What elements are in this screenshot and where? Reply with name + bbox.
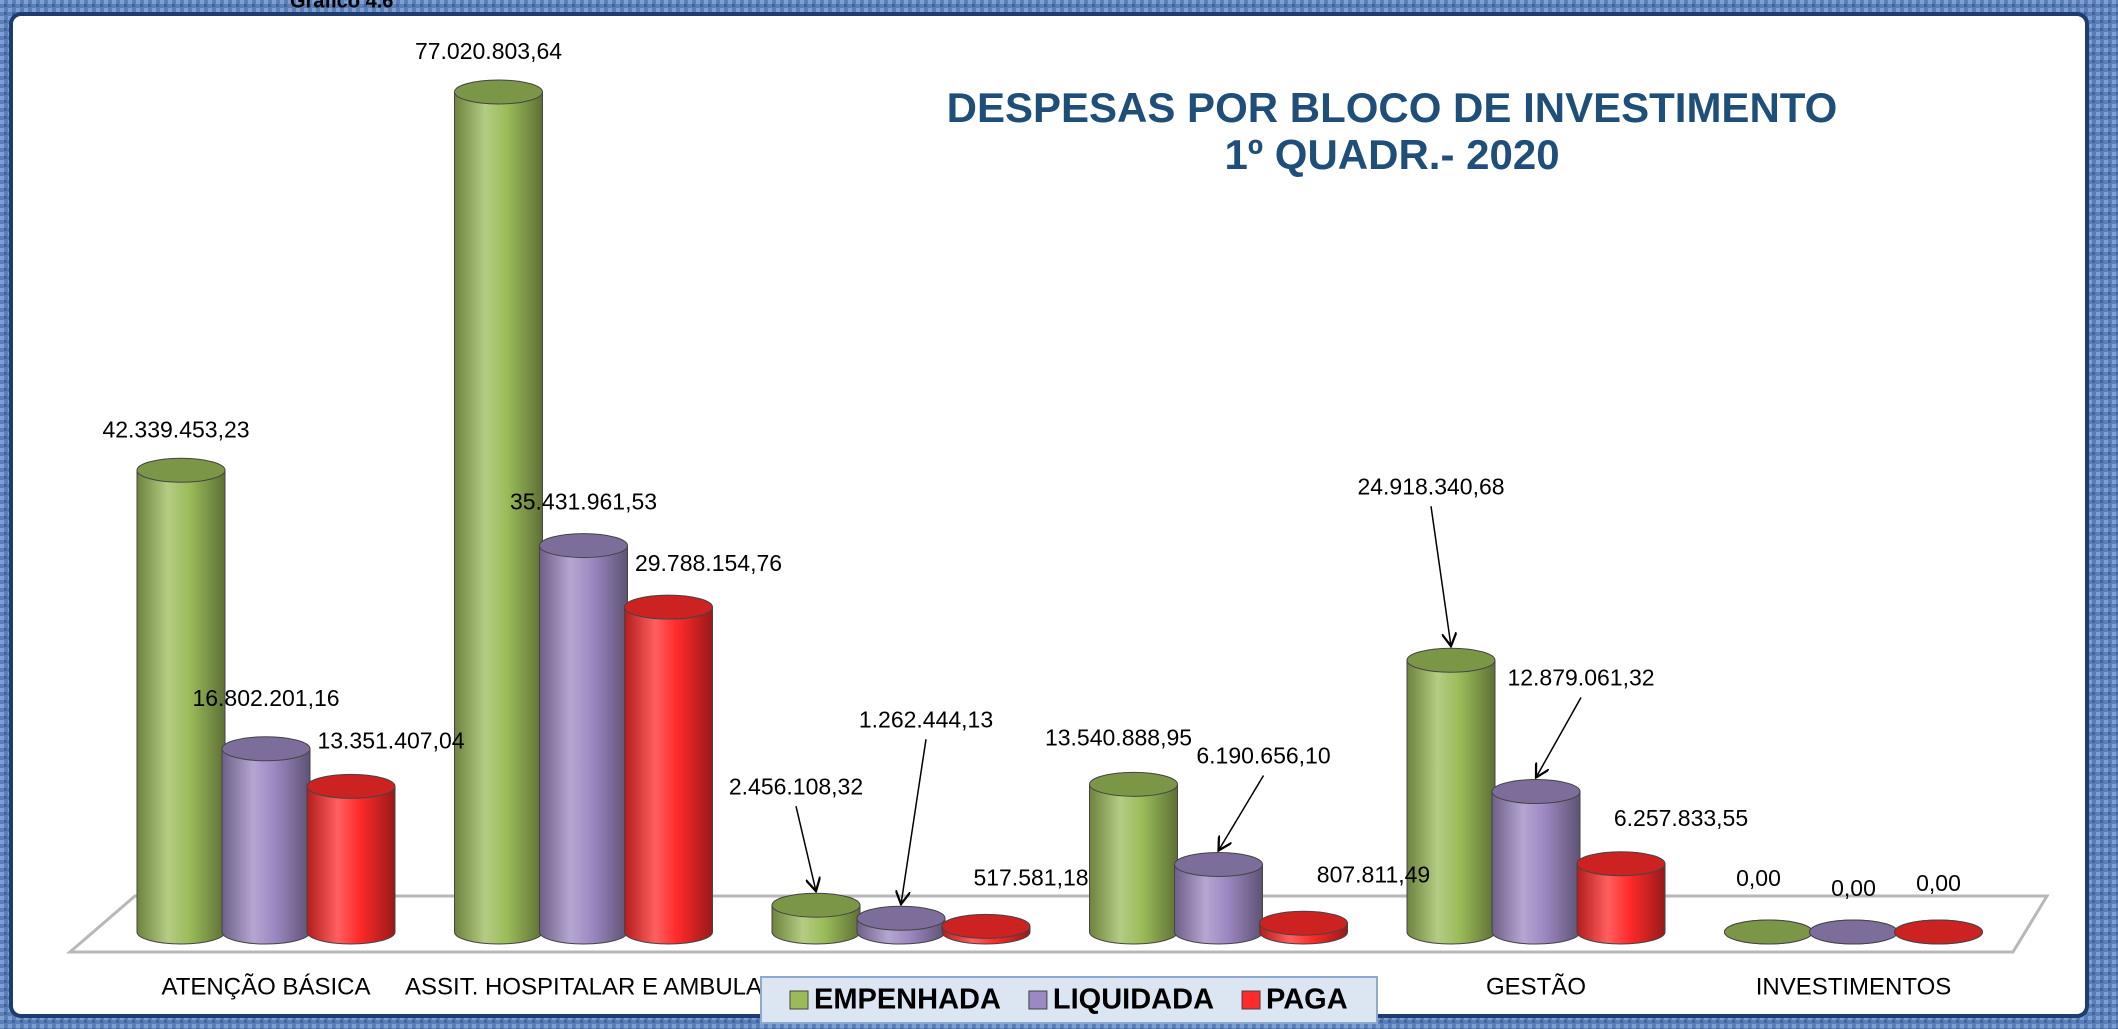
caption: Gráfico 4.6 [290,0,393,12]
cylinder [1259,910,1348,945]
bars [136,79,1983,945]
data-label: 2.456.108,32 [729,773,863,799]
data-label: 0,00 [1736,865,1781,891]
cylinder [941,913,1031,945]
leader-arrow [1536,697,1582,778]
cylinder [1809,919,1898,945]
cylinder [1491,779,1581,945]
legend [760,976,1378,1024]
cylinder-top [1724,919,1813,945]
data-label: 24.918.340,68 [1357,473,1504,499]
cylinder-body [539,545,628,932]
cylinder [136,457,226,945]
cylinder-body [137,470,225,932]
data-label: 35.431.961,53 [510,489,657,515]
x-tick-label: INVESTIMENTOS [1756,973,1952,1000]
cylinder [1576,851,1666,945]
cylinder [1406,647,1496,945]
cylinder [306,773,396,945]
leader-arrow [795,806,816,891]
cylinder-top [1491,779,1581,805]
cylinder-body [1089,784,1178,932]
data-label: 6.257.833,55 [1614,805,1748,831]
cylinder [771,892,861,945]
cylinder-top [771,892,861,918]
data-label: 6.190.656,10 [1196,743,1330,769]
cylinder-top [1894,919,1983,945]
cylinder-top [856,905,946,931]
data-label: 517.581,18 [973,864,1088,890]
cylinder-top [1174,851,1263,877]
cylinder [1724,919,1813,945]
data-label: 12.879.061,32 [1507,665,1654,691]
data-label: 13.540.888,95 [1045,724,1192,750]
cylinder-top [136,457,226,483]
cylinder-top [454,79,543,105]
x-tick-label: GESTÃO [1486,973,1586,1000]
cylinder-top [1259,910,1348,936]
data-label: 13.351.407,04 [317,727,464,753]
cylinder-top [1576,851,1666,877]
cylinder-body [307,786,395,932]
cylinder-body [1492,791,1580,932]
cylinder [1174,851,1263,945]
cylinder-top [624,594,713,620]
cylinder-body [222,748,310,932]
cylinder-top [941,913,1031,939]
cylinder [1894,919,1983,945]
legend-swatch [1028,990,1048,1010]
leader-arrow [1219,775,1265,850]
cylinder-body [1407,660,1495,932]
chart-title: 1º QUADR.- 2020 [1224,131,1559,178]
cylinder-top [1406,647,1496,673]
data-label: 0,00 [1831,875,1876,901]
data-label: 807.811,49 [1317,861,1430,887]
cylinder-top [539,533,628,559]
data-label: 77.020.803,64 [415,38,562,64]
data-label: 29.788.154,76 [635,550,782,576]
cylinder-top [306,773,396,799]
cylinder [1089,771,1178,945]
cylinder-body [624,607,713,932]
cylinder-body [454,92,543,932]
cylinder [539,533,628,945]
cylinder [454,79,543,945]
data-label: 42.339.453,23 [102,416,249,442]
data-label: 0,00 [1916,870,1961,896]
cylinder [624,594,713,945]
x-tick-label: ATENÇÃO BÁSICA [162,973,371,1000]
legend-label: PAGA [1266,984,1348,1016]
labels: ATENÇÃO BÁSICA 42.339.453,23 16.802.201,16… [102,38,1960,1000]
x-tick-label: ASSIT. HOSPITALAR E AMBULA [405,973,762,1000]
cylinder [221,736,311,945]
legend-swatch [1241,990,1261,1010]
leader-arrow [1430,506,1451,646]
leader-arrow [901,739,927,904]
legend-label: EMPENHADA [814,984,1001,1016]
cylinder [856,905,946,945]
chart-title: DESPESAS POR BLOCO DE INVESTIMENTO [947,84,1838,131]
data-label: 1.262.444,13 [859,706,993,732]
cylinder-top [221,736,311,762]
legend-items: EMPENHADA LIQUIDADA PAGA [789,984,1348,1016]
legend-label: LIQUIDADA [1053,984,1214,1016]
legend-swatch [789,990,809,1010]
data-label: 16.802.201,16 [192,685,339,711]
cylinder-top [1809,919,1898,945]
cylinder-top [1089,771,1178,797]
